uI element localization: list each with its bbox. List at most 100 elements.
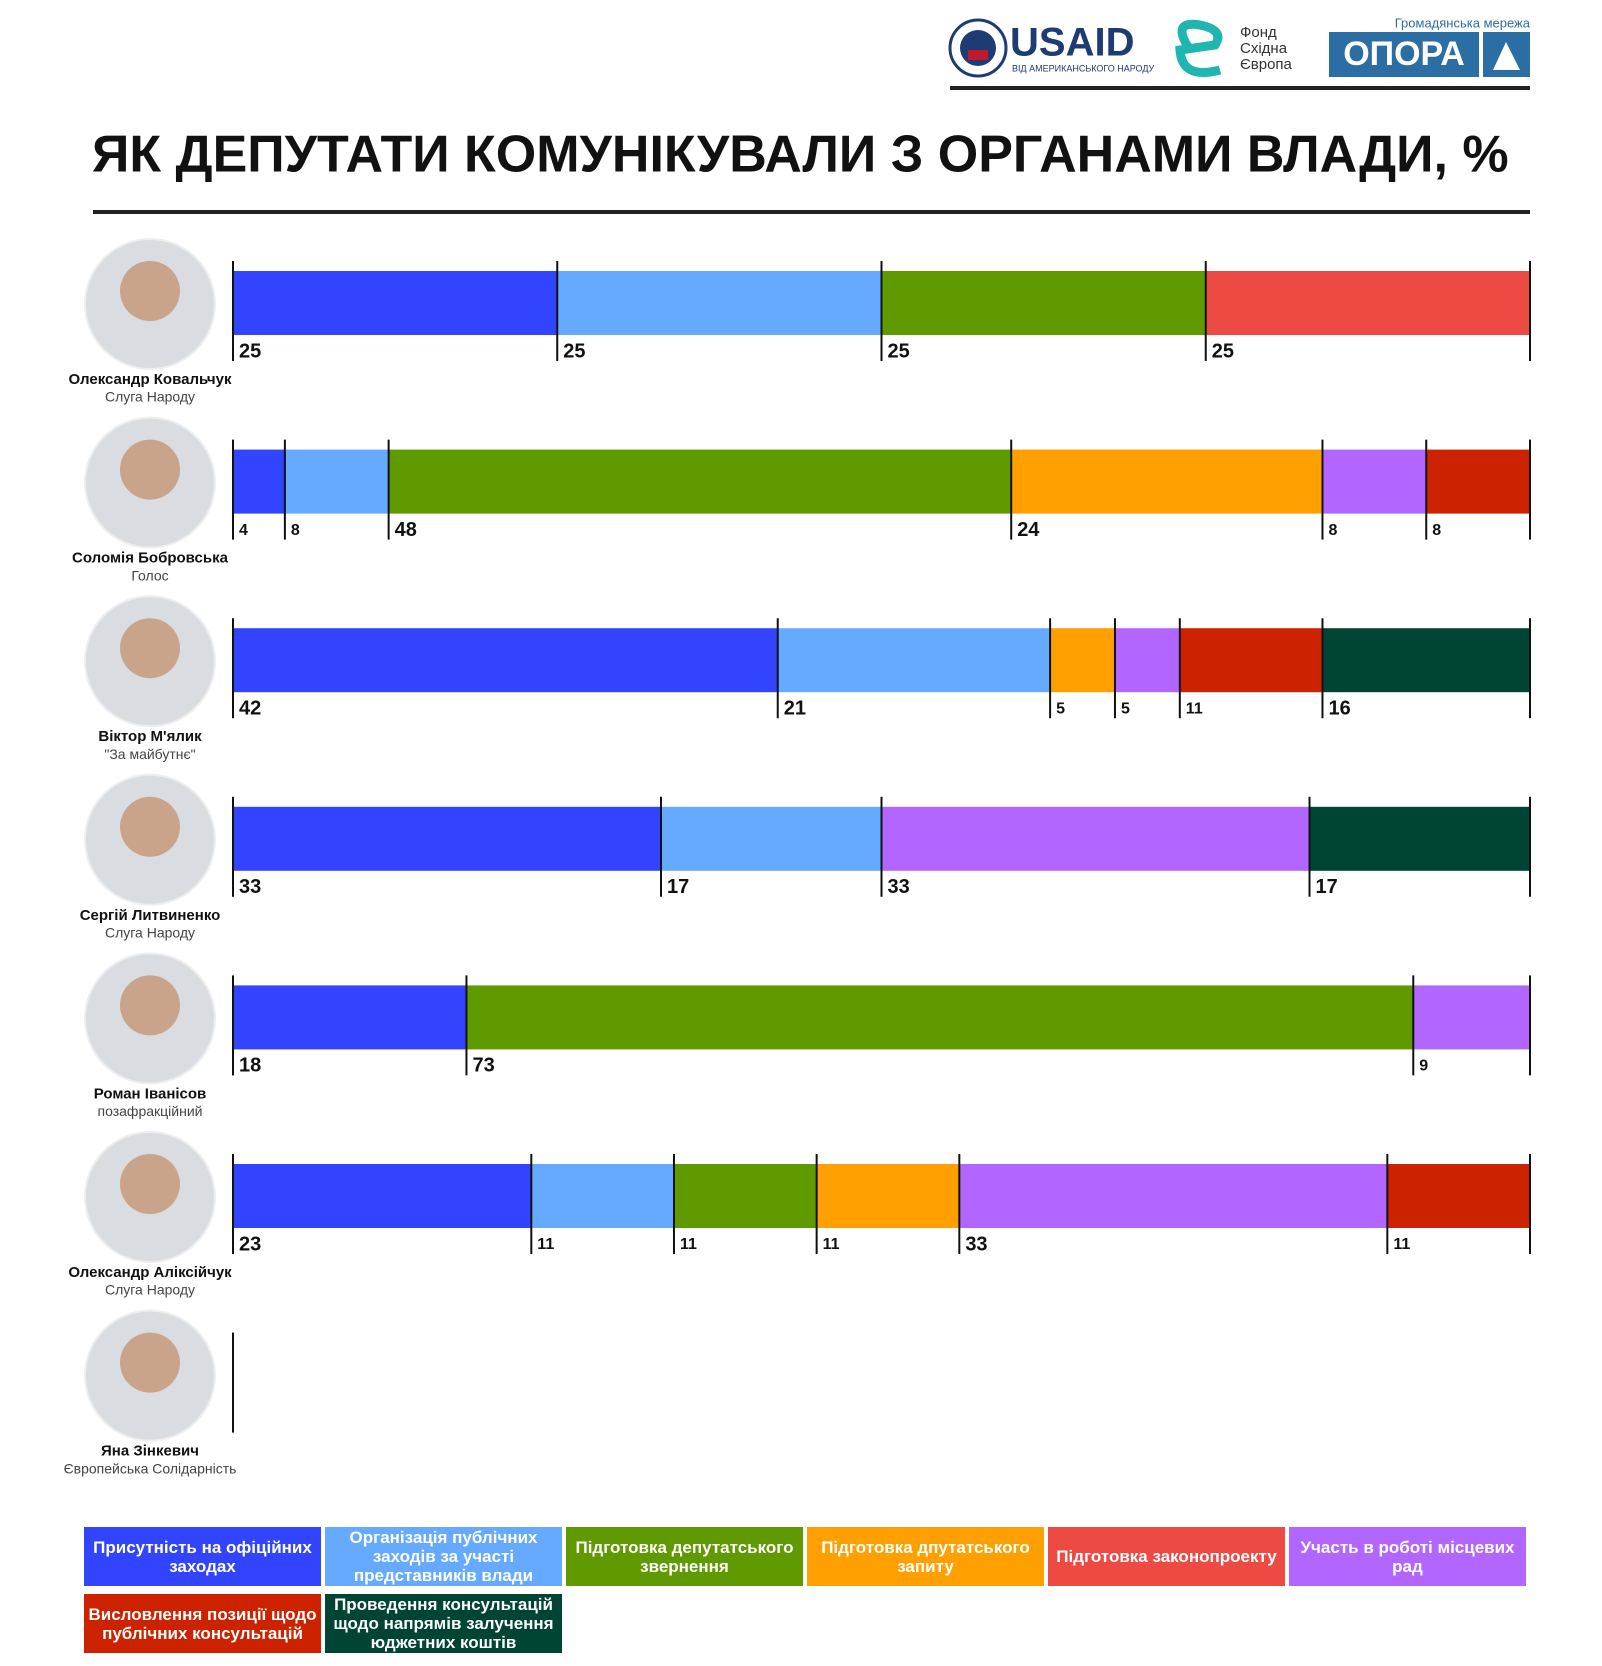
- photo-head: [120, 439, 180, 500]
- legend-entry: Присутність на офіційних заходах: [84, 1527, 321, 1586]
- value-label: 23: [239, 1233, 261, 1255]
- bar-segment: [816, 1164, 960, 1228]
- photo-head: [120, 975, 180, 1036]
- usaid-text: USAID: [1010, 21, 1134, 65]
- value-label: 4: [239, 522, 248, 539]
- bar-segment: [1387, 1164, 1530, 1228]
- network-text: Громадянська мережа: [1395, 15, 1531, 30]
- fund-logo: [1175, 19, 1223, 77]
- bar-segment: [1426, 449, 1530, 514]
- legend-entry: Підготовка дпутатського запиту: [807, 1527, 1044, 1586]
- deputy-name: Яна Зінкевич: [101, 1443, 199, 1460]
- deputy-party: Слуга Народу: [105, 1282, 195, 1298]
- bar-segment: [1179, 628, 1323, 693]
- value-label: 11: [537, 1236, 554, 1253]
- bar-segment: [233, 628, 778, 693]
- bar-segment: [388, 449, 1012, 514]
- deputy-party: Слуга Народу: [105, 389, 195, 405]
- photo-head: [120, 796, 180, 857]
- value-label: 25: [239, 340, 261, 362]
- bar-segment: [1050, 628, 1115, 693]
- value-label: 24: [1017, 519, 1040, 541]
- value-label: 8: [1328, 522, 1337, 539]
- value-label: 33: [239, 876, 261, 898]
- deputy-name: Олександр Аліксійчук: [68, 1264, 232, 1281]
- fund-text: Східна: [1240, 40, 1288, 57]
- bar-segment: [466, 985, 1414, 1050]
- deputy-party: Голос: [131, 567, 168, 583]
- value-label: 5: [1056, 700, 1065, 717]
- bar-segment: [557, 271, 882, 335]
- opora-triangle: [1493, 42, 1520, 70]
- bar-segment: [661, 806, 882, 871]
- bar-segment: [1322, 628, 1530, 693]
- deputy-party: Слуга Народу: [105, 925, 195, 941]
- value-label: 18: [239, 1055, 261, 1077]
- opora-text: ОПОРА: [1343, 35, 1465, 73]
- legend-entry: Організація публічних заходів за участі …: [325, 1527, 562, 1586]
- value-label: 11: [823, 1236, 840, 1253]
- bar-segment: [881, 806, 1310, 871]
- bar-segment: [531, 1164, 674, 1228]
- bar-segment: [1413, 985, 1530, 1050]
- value-label: 17: [667, 876, 689, 898]
- bar-segment: [233, 806, 662, 871]
- fund-text: Фонд: [1240, 24, 1277, 41]
- bar-segment: [777, 628, 1051, 693]
- value-label: 21: [784, 697, 806, 719]
- bar-segment: [959, 1164, 1388, 1228]
- deputy-name: Віктор М'ялик: [98, 728, 202, 745]
- value-label: 73: [472, 1055, 494, 1077]
- value-label: 8: [291, 522, 300, 539]
- legend-entry: Підготовка депутатського звернення: [566, 1527, 803, 1586]
- chart-title: ЯК ДЕПУТАТИ КОМУНІКУВАЛИ З ОРГАНАМИ ВЛАД…: [92, 126, 1509, 184]
- value-label: 33: [965, 1233, 987, 1255]
- value-label: 25: [1212, 340, 1234, 362]
- bar-segment: [233, 985, 467, 1050]
- value-label: 33: [888, 876, 910, 898]
- bar-segment: [233, 271, 558, 335]
- legend-entry: Проведення консультацій щодо напрямів за…: [325, 1594, 562, 1653]
- value-label: 42: [239, 697, 261, 719]
- bar-segment: [284, 449, 389, 514]
- deputy-name: Сергій Литвиненко: [80, 907, 221, 924]
- value-label: 25: [563, 340, 585, 362]
- bar-segment: [881, 271, 1206, 335]
- value-label: 11: [1393, 1236, 1410, 1253]
- legend-entry: Висловлення позиції щодо публічних консу…: [84, 1594, 321, 1653]
- value-label: 5: [1121, 700, 1130, 717]
- deputy-name: Соломія Бобровська: [72, 550, 229, 567]
- bar-segment: [1309, 806, 1530, 871]
- photo-head: [120, 261, 180, 321]
- fund-text: Європа: [1240, 56, 1293, 73]
- bar-segment: [233, 1164, 532, 1228]
- value-label: 9: [1419, 1058, 1428, 1075]
- value-label: 11: [680, 1236, 697, 1253]
- opora-box: [1329, 32, 1479, 77]
- photo-head: [120, 1332, 180, 1393]
- legend-entry: Підготовка законопроекту: [1048, 1527, 1285, 1586]
- value-label: 48: [395, 519, 417, 541]
- usaid-sub: ВІД АМЕРИКАНСЬКОГО НАРОДУ: [1012, 63, 1155, 73]
- legend-entry: Участь в роботі місцевих рад: [1289, 1527, 1526, 1586]
- photo-head: [120, 1154, 180, 1214]
- value-label: 11: [1186, 700, 1203, 717]
- deputy-name: Олександр Ковальчук: [69, 371, 232, 388]
- value-label: 16: [1328, 697, 1350, 719]
- usaid-emblem-stripes: [968, 50, 988, 60]
- bar-segment: [233, 449, 285, 514]
- value-label: 8: [1432, 522, 1441, 539]
- value-label: 17: [1316, 876, 1338, 898]
- deputy-party: Європейська Солідарність: [64, 1460, 237, 1476]
- bar-segment: [1011, 449, 1323, 514]
- deputy-name: Роман Іванісов: [94, 1085, 207, 1102]
- deputy-party: позафракційний: [98, 1103, 203, 1119]
- deputy-party: "За майбутнє": [104, 746, 195, 762]
- bar-segment: [1322, 449, 1427, 514]
- bar-segment: [673, 1164, 817, 1228]
- photo-head: [120, 618, 180, 679]
- value-label: 25: [888, 340, 910, 362]
- bar-segment: [1205, 271, 1530, 335]
